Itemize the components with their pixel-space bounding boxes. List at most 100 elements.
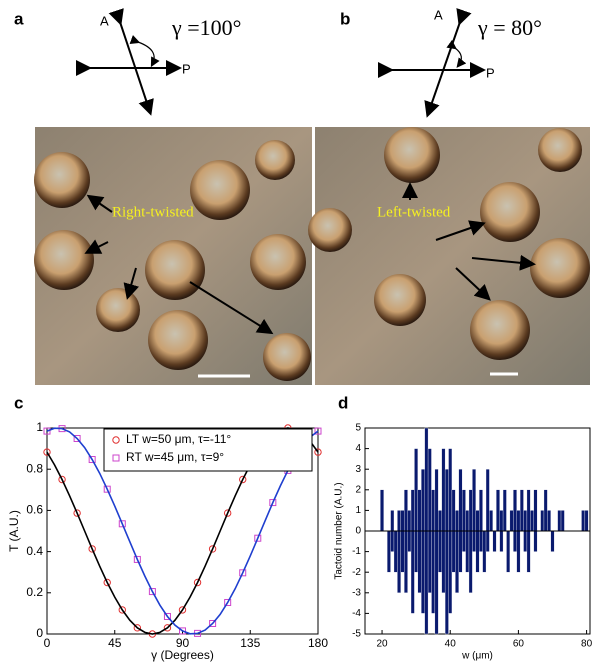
bar bbox=[400, 510, 405, 532]
bar bbox=[438, 530, 442, 573]
bar bbox=[410, 530, 415, 614]
bar bbox=[468, 489, 473, 532]
bar bbox=[496, 489, 500, 532]
bar bbox=[444, 530, 449, 635]
bar bbox=[499, 510, 504, 532]
bar bbox=[550, 530, 555, 552]
bar bbox=[516, 530, 521, 573]
data-point bbox=[58, 475, 66, 484]
bar bbox=[397, 510, 401, 532]
y-tick-label: 2 bbox=[355, 484, 361, 495]
x-tick-label: 45 bbox=[108, 636, 122, 650]
legend-marker bbox=[112, 454, 120, 462]
data-point bbox=[103, 578, 111, 587]
legend-label: RT w=45 μm, τ=9° bbox=[126, 450, 224, 464]
data-point bbox=[314, 427, 322, 435]
legend-box bbox=[103, 428, 313, 472]
bar bbox=[516, 510, 521, 532]
bar bbox=[427, 448, 432, 532]
analyzer-label: A bbox=[100, 13, 109, 28]
y-tick-label: 0.6 bbox=[26, 503, 43, 517]
bar bbox=[390, 510, 395, 532]
y-tick-label: 0.4 bbox=[26, 544, 43, 558]
micrograph-b bbox=[308, 127, 590, 385]
data-point bbox=[163, 624, 172, 632]
bar bbox=[560, 510, 565, 532]
bar bbox=[451, 489, 456, 532]
bar bbox=[424, 530, 429, 635]
bar bbox=[441, 530, 446, 593]
bar bbox=[475, 530, 480, 573]
bar bbox=[513, 489, 517, 532]
bar bbox=[448, 448, 453, 532]
bar bbox=[543, 489, 548, 532]
data-point bbox=[88, 545, 96, 553]
y-axis-label: T (A.U.) bbox=[7, 510, 21, 552]
polarizer-label: P bbox=[486, 65, 495, 80]
y-tick-label: -1 bbox=[352, 546, 361, 557]
data-point bbox=[118, 520, 126, 528]
bar bbox=[424, 427, 429, 532]
y-tick-label: 5 bbox=[355, 423, 361, 434]
data-point bbox=[73, 509, 81, 517]
bar bbox=[431, 489, 436, 532]
annotation: Right-twisted bbox=[112, 204, 194, 220]
bar bbox=[489, 510, 493, 532]
data-point bbox=[73, 435, 81, 443]
bar bbox=[485, 469, 490, 532]
bar bbox=[417, 489, 422, 532]
x-tick-label: 180 bbox=[308, 636, 328, 650]
x-tick-label: 20 bbox=[376, 639, 388, 650]
panel-label: c bbox=[14, 393, 23, 412]
bar bbox=[499, 530, 504, 552]
y-tick-label: -5 bbox=[352, 629, 361, 640]
panel-label: b bbox=[340, 9, 350, 28]
bar bbox=[465, 530, 470, 573]
y-tick-label: 4 bbox=[355, 443, 361, 454]
bar bbox=[458, 469, 463, 532]
bar bbox=[421, 530, 425, 614]
bar bbox=[380, 489, 384, 532]
bar bbox=[584, 510, 589, 532]
panel-label: d bbox=[338, 393, 348, 412]
data-point bbox=[133, 624, 142, 632]
bar bbox=[465, 510, 470, 532]
bar bbox=[526, 530, 531, 573]
legend-marker bbox=[112, 436, 120, 444]
y-tick-label: 1 bbox=[355, 505, 361, 516]
y-tick-label: 0 bbox=[36, 626, 43, 640]
bar bbox=[387, 530, 391, 573]
data-point bbox=[88, 456, 96, 464]
y-tick-label: -2 bbox=[352, 567, 361, 578]
bar bbox=[530, 510, 534, 532]
bar bbox=[462, 489, 466, 532]
bar bbox=[400, 530, 405, 573]
data-point bbox=[133, 555, 141, 563]
bar bbox=[404, 530, 408, 593]
bar bbox=[540, 510, 545, 532]
bar bbox=[472, 469, 476, 532]
y-tick-label: 0.8 bbox=[26, 461, 43, 475]
bar bbox=[482, 530, 487, 573]
bar bbox=[431, 530, 436, 614]
data-point bbox=[209, 619, 217, 627]
bar bbox=[397, 530, 401, 593]
bar bbox=[448, 530, 453, 614]
micrograph-a bbox=[34, 127, 312, 385]
bar bbox=[513, 530, 517, 552]
x-axis-label: γ (Degrees) bbox=[151, 648, 214, 662]
bar bbox=[526, 489, 531, 532]
bar bbox=[523, 530, 528, 552]
bar bbox=[434, 530, 439, 635]
bar bbox=[421, 469, 425, 532]
bar bbox=[451, 530, 456, 573]
bar bbox=[472, 530, 476, 552]
data-point bbox=[193, 578, 202, 587]
bar bbox=[547, 510, 551, 532]
bar bbox=[533, 530, 538, 552]
x-tick-label: 60 bbox=[513, 639, 525, 650]
bar bbox=[557, 510, 562, 532]
y-tick-label: 3 bbox=[355, 464, 361, 475]
x-tick-label: 80 bbox=[581, 639, 593, 650]
